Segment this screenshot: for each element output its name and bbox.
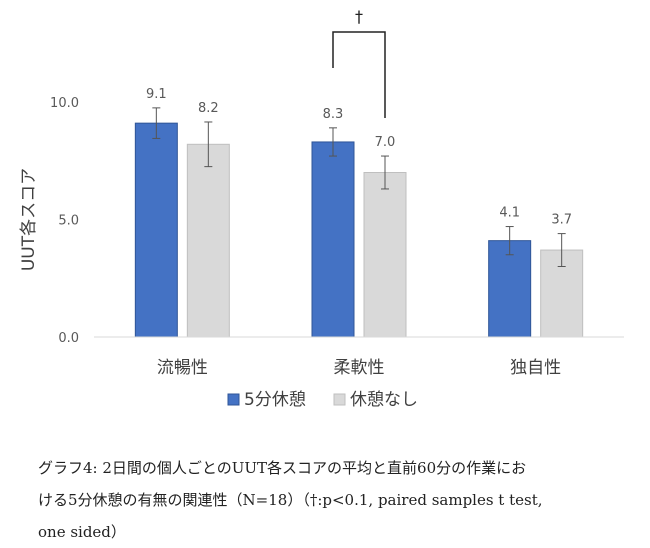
data-label: 7.0 [375, 135, 396, 150]
x-tick-label: 柔軟性 [334, 358, 385, 378]
legend-swatch-rest [227, 393, 240, 406]
legend-label-norest: 休憩なし [350, 390, 418, 410]
significance-bracket [332, 31, 386, 118]
x-tick-label: 独自性 [510, 358, 561, 378]
figure-caption: グラフ4: 2日間の個人ごとのUUT各スコアの平均と直前60分の作業にお ける5… [38, 452, 638, 548]
bar-rest-2 [488, 240, 532, 338]
y-tick-label: 0.0 [58, 331, 79, 346]
bar-chart: 0.0 5.0 10.0 UUT各スコア 9.1 8.2 流暢性 8.3 7.0 柔軟性 4.1 3.… [19, 7, 624, 410]
significance-marker: † [355, 7, 363, 26]
caption-line-2: ける5分休憩の有無の関連性（N=18）（†:p<0.1, paired samp… [38, 491, 543, 509]
caption-line-1: グラフ4: 2日間の個人ごとのUUT各スコアの平均と直前60分の作業にお [38, 459, 527, 477]
data-label: 8.2 [198, 101, 219, 116]
bar-rest-1 [311, 141, 355, 338]
y-tick-label: 10.0 [50, 96, 79, 111]
data-label: 3.7 [551, 213, 572, 228]
data-label: 4.1 [499, 206, 520, 221]
data-label: 9.1 [146, 87, 167, 102]
y-axis-label: UUT各スコア [19, 168, 39, 271]
y-tick-label: 5.0 [58, 214, 79, 229]
bar-norest-1 [363, 172, 407, 338]
bar-rest-0 [134, 122, 178, 338]
bar-norest-0 [186, 143, 230, 338]
x-tick-label: 流暢性 [157, 358, 208, 378]
caption-line-3: one sided） [38, 523, 126, 541]
data-label: 8.3 [323, 107, 344, 122]
legend-swatch-norest [333, 393, 346, 406]
legend-label-rest: 5分休憩 [244, 390, 306, 410]
